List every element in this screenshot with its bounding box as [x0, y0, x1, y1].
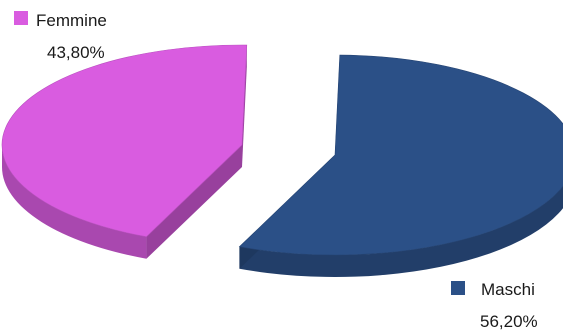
legend-label-femmine: Femmine [36, 11, 107, 30]
data-label-femmine: 43,80% [47, 43, 105, 62]
legend-swatch-femmine [14, 11, 28, 25]
pie-slice-femmine [1, 44, 248, 259]
legend-swatch-maschi [451, 281, 465, 295]
pie-slice-top-maschi [238, 54, 563, 256]
legend-entry-femmine: Femmine [14, 11, 107, 30]
legend-entry-maschi: Maschi [451, 280, 535, 299]
pie-slice-maschi [238, 54, 563, 277]
pie-slices [1, 44, 563, 277]
pie-slice-edge-femmine-0 [146, 145, 242, 259]
data-label-maschi: 56,20% [480, 312, 538, 331]
legend-label-maschi: Maschi [481, 280, 535, 299]
pie-slice-side-maschi [239, 186, 563, 277]
pie-slice-side-femmine [2, 145, 147, 259]
pie-slice-top-femmine [1, 44, 248, 238]
